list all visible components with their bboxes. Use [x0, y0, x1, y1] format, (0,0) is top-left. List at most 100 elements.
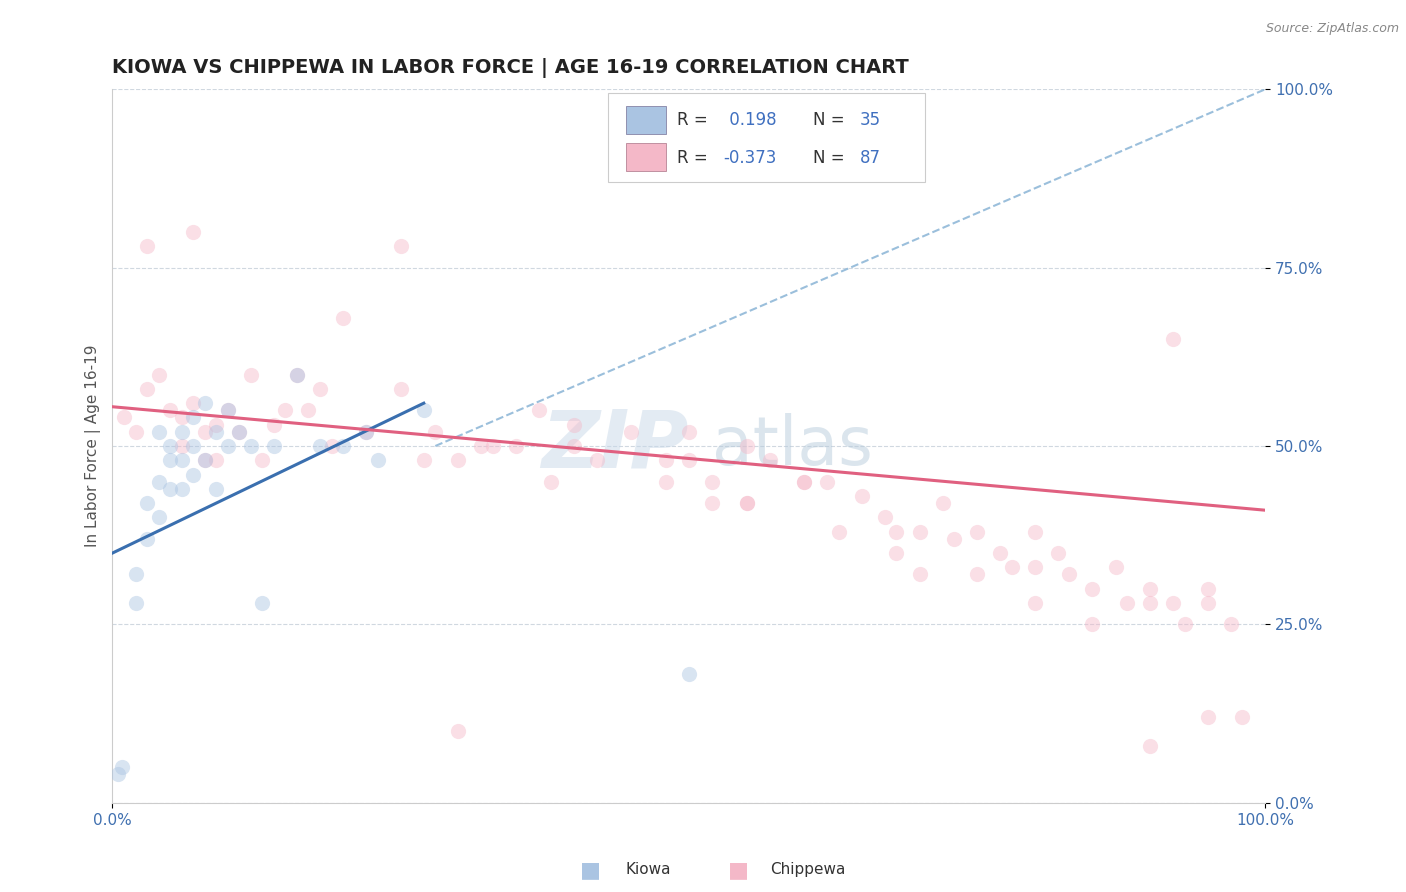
Point — [470, 439, 492, 453]
Point — [107, 767, 129, 781]
Point — [1197, 710, 1219, 724]
Point — [540, 475, 562, 489]
Point — [655, 475, 678, 489]
Point — [1059, 567, 1081, 582]
Point — [1139, 582, 1161, 596]
Point — [285, 368, 308, 382]
Point — [181, 439, 204, 453]
Point — [194, 396, 217, 410]
Point — [148, 368, 170, 382]
Point — [136, 239, 159, 253]
Point — [562, 439, 585, 453]
Point — [181, 410, 204, 425]
Point — [170, 453, 193, 467]
Point — [148, 425, 170, 439]
Point — [1174, 617, 1197, 632]
Point — [931, 496, 953, 510]
Point — [412, 453, 434, 467]
Point — [886, 524, 908, 539]
Point — [159, 482, 181, 496]
Point — [217, 403, 239, 417]
Point — [1024, 524, 1046, 539]
Point — [263, 439, 285, 453]
Point — [170, 410, 193, 425]
Point — [124, 596, 146, 610]
Text: ZIP: ZIP — [541, 407, 689, 485]
Point — [309, 439, 332, 453]
Point — [159, 403, 181, 417]
Point — [1024, 596, 1046, 610]
Text: Chippewa: Chippewa — [770, 863, 846, 877]
Text: 87: 87 — [859, 150, 880, 168]
Point — [412, 403, 434, 417]
Point — [1139, 739, 1161, 753]
Point — [321, 439, 343, 453]
Point — [966, 524, 988, 539]
Point — [228, 425, 250, 439]
Y-axis label: In Labor Force | Age 16-19: In Labor Force | Age 16-19 — [86, 344, 101, 548]
Point — [309, 382, 332, 396]
Point — [252, 596, 274, 610]
Point — [285, 368, 308, 382]
Point — [943, 532, 966, 546]
Point — [194, 425, 217, 439]
Point — [562, 417, 585, 432]
Point — [354, 425, 377, 439]
Point — [181, 396, 204, 410]
Point — [297, 403, 319, 417]
Point — [505, 439, 527, 453]
Point — [159, 439, 181, 453]
Point — [1116, 596, 1139, 610]
Point — [815, 475, 838, 489]
Point — [851, 489, 873, 503]
Point — [181, 467, 204, 482]
Point — [228, 425, 250, 439]
Point — [124, 567, 146, 582]
Point — [354, 425, 377, 439]
Point — [1197, 596, 1219, 610]
Point — [908, 567, 931, 582]
Point — [735, 496, 758, 510]
Point — [205, 453, 228, 467]
Point — [1219, 617, 1241, 632]
Point — [908, 524, 931, 539]
Text: KIOWA VS CHIPPEWA IN LABOR FORCE | AGE 16-19 CORRELATION CHART: KIOWA VS CHIPPEWA IN LABOR FORCE | AGE 1… — [112, 57, 910, 78]
Point — [700, 496, 723, 510]
Point — [1232, 710, 1254, 724]
FancyBboxPatch shape — [609, 93, 925, 182]
Point — [1024, 560, 1046, 574]
Point — [1081, 582, 1104, 596]
Point — [447, 724, 470, 739]
Point — [585, 453, 607, 467]
Text: ■: ■ — [728, 860, 748, 880]
Point — [111, 760, 134, 774]
Point — [447, 453, 470, 467]
Text: -0.373: -0.373 — [724, 150, 778, 168]
Point — [181, 225, 204, 239]
Point — [735, 496, 758, 510]
Point — [239, 439, 262, 453]
Text: 35: 35 — [859, 111, 880, 128]
Point — [1161, 332, 1184, 346]
Point — [136, 382, 159, 396]
Point — [389, 239, 412, 253]
Text: atlas: atlas — [711, 413, 873, 479]
Point — [332, 439, 354, 453]
Point — [148, 510, 170, 524]
Point — [170, 482, 193, 496]
Text: N =: N = — [814, 111, 851, 128]
Point — [966, 567, 988, 582]
Point — [252, 453, 274, 467]
Point — [873, 510, 896, 524]
Text: N =: N = — [814, 150, 851, 168]
Point — [194, 453, 217, 467]
Text: 0.198: 0.198 — [724, 111, 776, 128]
Point — [124, 425, 146, 439]
Point — [1197, 582, 1219, 596]
Bar — [626, 105, 666, 134]
Point — [170, 425, 193, 439]
Bar — [626, 143, 666, 171]
Point — [217, 403, 239, 417]
Point — [793, 475, 815, 489]
Point — [1001, 560, 1024, 574]
